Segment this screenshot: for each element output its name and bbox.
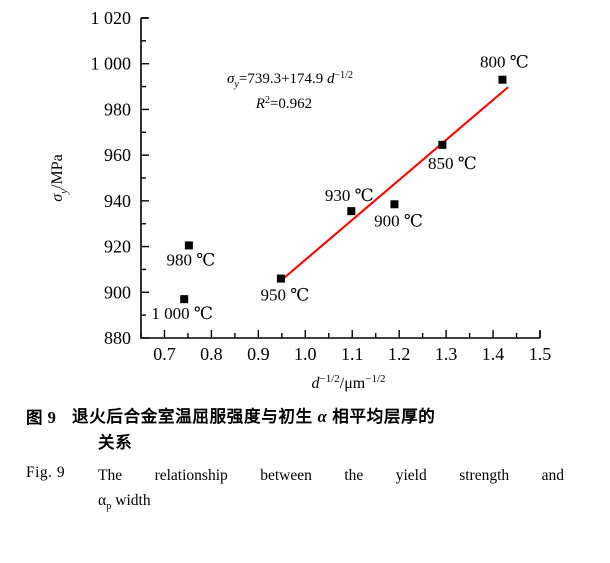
y-tick-label: 1 020 [91,8,132,28]
caption-cn-alpha: α [317,407,328,426]
caption-cn-line1-b: 相平均层厚的 [327,407,436,426]
caption-en-alpha-sub: p [106,500,112,512]
y-axis-ticks: 880 900 920 940 960 980 1 000 1 020 [91,8,149,348]
figure-chart: 880 900 920 940 960 980 1 000 1 020 0.7 0.8 0.9 1.0… [49,8,552,392]
y-tick-label: 880 [104,328,131,348]
caption-en-line1: The relationship between the yield stren… [98,467,564,484]
data-point-marker [498,75,507,84]
data-point-label: 980 ℃ [166,250,215,269]
caption-chinese: 图 9 退火后合金室温屈服强度与初生 α 相平均层厚的 关系 [0,404,610,455]
y-tick-label: 960 [104,145,131,165]
x-tick-label: 1.5 [529,344,552,364]
data-point-label: 850 ℃ [428,154,477,173]
data-point-label: 800 ℃ [480,53,529,72]
r-squared-annotation: R2=0.962 [255,95,312,112]
x-tick-label: 1.3 [435,344,458,364]
data-point-label: 900 ℃ [374,211,423,230]
y-axis-title: σy/MPa [49,154,70,201]
data-point-marker [438,140,447,149]
y-tick-label: 900 [104,282,131,302]
y-tick-label: 1 000 [91,54,132,74]
x-axis-ticks: 0.7 0.8 0.9 1.0 1.1 1.2 1.3 1.4 1.5 [140,330,552,364]
y-tick-label: 980 [104,99,131,119]
data-point-label: 950 ℃ [260,286,309,305]
data-point-marker [276,274,285,283]
data-point-marker [347,207,356,216]
data-point-marker [390,200,399,209]
caption-english: Fig. 9 The relationship between the yiel… [0,464,610,516]
x-axis-title: d−1/2/μm−1/2 [312,373,386,392]
fit-line [280,86,509,282]
y-tick-label: 940 [104,191,131,211]
equation-annotation: σy=739.3+174.9 d−1/2 [227,70,353,90]
caption-cn-line1: 退火后合金室温屈服强度与初生 α 相平均层厚的 [72,404,572,430]
caption-en-line2-rest: width [111,491,151,509]
x-tick-label: 1.2 [388,344,411,364]
x-tick-label: 1.4 [482,344,505,364]
caption-cn-line2: 关系 [98,432,133,452]
caption-en-alpha: α [98,491,107,509]
caption-en-tag: Fig. 9 [26,464,66,481]
caption-cn-tag: 图 9 [26,408,57,427]
y-tick-label: 920 [104,237,131,257]
caption-en-line2: αp width [0,489,610,516]
data-point-label: 930 ℃ [325,186,374,205]
caption-cn-line1-a: 退火后合金室温屈服强度与初生 [72,407,318,426]
x-tick-label: 1.1 [341,344,364,364]
x-tick-label: 0.9 [247,344,270,364]
data-point-label: 1 000 ℃ [151,304,213,323]
data-point-marker [184,241,193,250]
data-point-marker [180,295,189,304]
x-tick-label: 0.8 [200,344,223,364]
x-tick-label: 0.7 [153,344,176,364]
x-tick-label: 1.0 [294,344,317,364]
